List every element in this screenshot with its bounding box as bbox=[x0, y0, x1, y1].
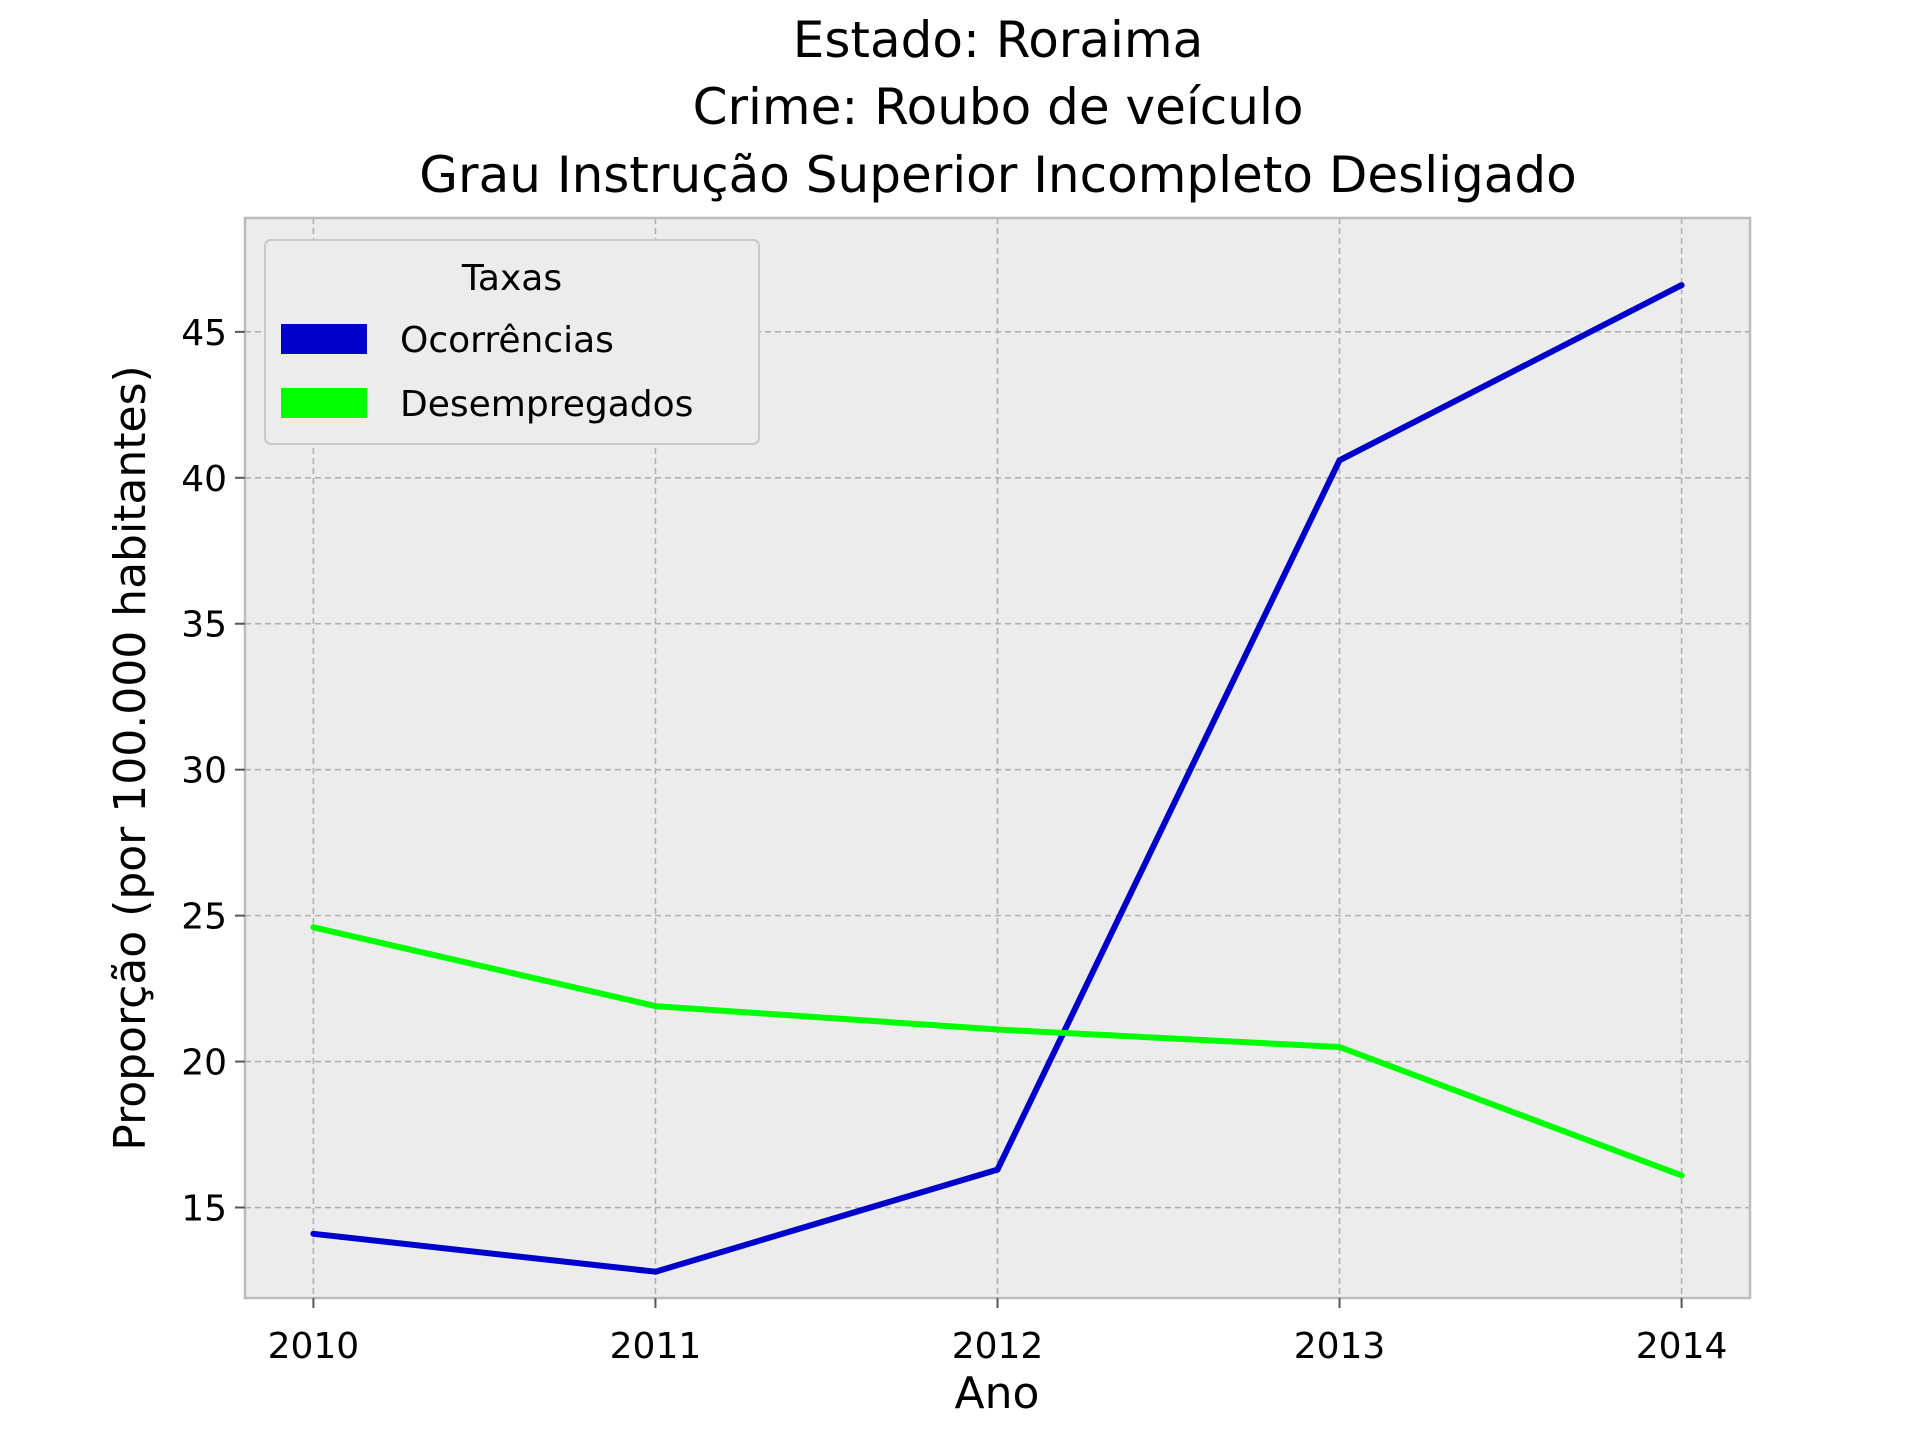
x-axis-label: Ano bbox=[955, 1368, 1040, 1419]
legend-label-desempregados: Desempregados bbox=[400, 384, 693, 425]
y-tick-label: 15 bbox=[181, 1189, 227, 1230]
data-point-ocorrencias bbox=[310, 1230, 317, 1237]
legend-box bbox=[264, 239, 760, 445]
legend: Taxas Ocorrências Desempregados bbox=[264, 239, 760, 445]
y-axis-ticks: 15 20 25 30 35 40 45 bbox=[181, 313, 245, 1230]
y-tick-label: 40 bbox=[181, 459, 227, 500]
grid-lines bbox=[245, 218, 1750, 1298]
legend-label-ocorrencias: Ocorrências bbox=[400, 320, 614, 361]
x-tick-label: 2011 bbox=[610, 1326, 702, 1367]
chart-title-line-2: Crime: Roubo de veículo bbox=[693, 78, 1304, 136]
x-tick-label: 2012 bbox=[952, 1326, 1044, 1367]
chart-title-line-3: Grau Instrução Superior Incompleto Desli… bbox=[419, 146, 1576, 204]
legend-swatch-ocorrencias bbox=[281, 324, 367, 354]
y-tick-label: 20 bbox=[181, 1043, 227, 1084]
data-point-ocorrencias bbox=[652, 1268, 659, 1275]
data-point-ocorrencias bbox=[994, 1166, 1001, 1173]
data-point-desempregados bbox=[652, 1003, 659, 1010]
x-axis-ticks: 2010 2011 2012 2013 2014 bbox=[268, 1298, 1728, 1367]
y-tick-label: 30 bbox=[181, 751, 227, 792]
chart-title: Estado: Roraima Crime: Roubo de veículo … bbox=[419, 11, 1576, 204]
legend-title: Taxas bbox=[461, 258, 562, 299]
y-tick-label: 25 bbox=[181, 897, 227, 938]
data-point-desempregados bbox=[994, 1026, 1001, 1033]
data-point-ocorrencias bbox=[1678, 282, 1685, 289]
data-point-desempregados bbox=[310, 924, 317, 931]
x-tick-label: 2014 bbox=[1636, 1326, 1728, 1367]
x-tick-label: 2010 bbox=[268, 1326, 360, 1367]
data-point-ocorrencias bbox=[1336, 457, 1343, 464]
data-series bbox=[310, 282, 1685, 1275]
y-tick-label: 45 bbox=[181, 313, 227, 354]
legend-swatch-desempregados bbox=[281, 388, 367, 418]
y-axis-label: Proporção (por 100.000 habitantes) bbox=[105, 365, 156, 1150]
chart-title-line-1: Estado: Roraima bbox=[793, 11, 1203, 69]
x-tick-label: 2013 bbox=[1294, 1326, 1386, 1367]
data-point-desempregados bbox=[1336, 1043, 1343, 1050]
data-point-desempregados bbox=[1678, 1172, 1685, 1179]
y-tick-label: 35 bbox=[181, 605, 227, 646]
